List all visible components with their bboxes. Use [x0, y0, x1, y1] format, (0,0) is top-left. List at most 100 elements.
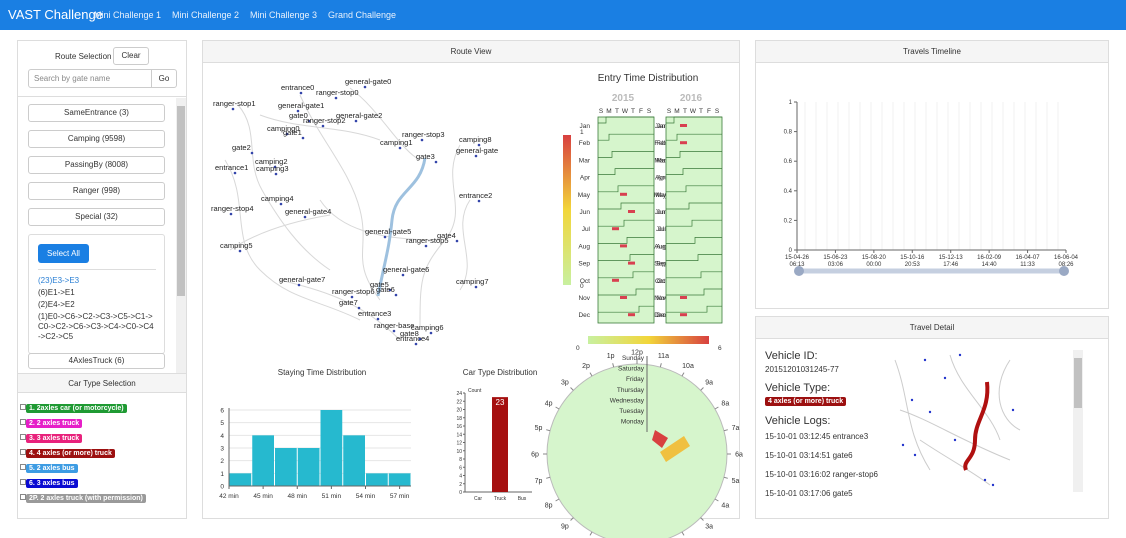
log-entry: 15-10-01 03:14:51 gate6: [765, 451, 853, 460]
route-item[interactable]: (6)E1->E1: [38, 288, 75, 297]
month-label: May: [654, 192, 667, 199]
node-label: gate4: [437, 231, 456, 240]
map-node: [434, 160, 438, 164]
node-label: ranger-base: [374, 321, 414, 330]
x-tick-label: 42 min: [219, 493, 239, 500]
route-item[interactable]: (2)E4->E2: [38, 300, 75, 309]
y-tick-label: 10: [456, 449, 462, 455]
hour-label: 6p: [531, 452, 539, 459]
month-label: Jun: [580, 209, 591, 216]
month-boundary: [598, 271, 654, 279]
month-label: Apr: [655, 175, 666, 182]
search-placeholder: Search by gate name: [34, 74, 111, 83]
select-all-button[interactable]: Select All: [38, 244, 89, 263]
car-type-badge[interactable]: 2P. 2 axles truck (with permission): [26, 494, 146, 503]
checkbox[interactable]: [20, 479, 26, 485]
route-item[interactable]: (1)E0->C6->C2->C3->C5->C1->C0->C2->C6->C…: [38, 312, 154, 341]
month-boundary: [666, 133, 722, 141]
y-tick-label: 0: [459, 490, 462, 496]
nav-menu[interactable]: Grand Challenge: [328, 10, 397, 20]
brand[interactable]: VAST Challenge: [8, 7, 103, 22]
x-tick-label: 48 min: [287, 493, 307, 500]
nav-menu[interactable]: Mini Challenge 1: [94, 10, 162, 20]
car-type-badge[interactable]: 4. 4 axles (or more) truck: [26, 449, 115, 458]
entry-cell: [628, 313, 635, 317]
group-button[interactable]: 4AxlesTruck (6): [28, 353, 165, 369]
month-label: Dec: [654, 312, 666, 319]
hour-label: 8p: [545, 503, 553, 510]
go-button[interactable]: Go: [151, 69, 177, 88]
slider-handle[interactable]: [794, 266, 804, 276]
road: [349, 87, 421, 161]
car-type-badge[interactable]: 2. 2 axles truck: [26, 419, 83, 428]
car-type-badge[interactable]: 5. 2 axles bus: [26, 464, 78, 473]
node-label: general-gate7: [279, 275, 325, 284]
nav-menu[interactable]: Mini Challenge 2: [172, 10, 240, 20]
x-tick-label: 57 min: [390, 493, 410, 500]
checkbox[interactable]: [20, 419, 26, 425]
entry-cell: [680, 141, 687, 145]
nav-menu[interactable]: Mini Challenge 3: [250, 10, 318, 20]
hour-label: 4a: [721, 503, 729, 510]
histogram-bar: [388, 473, 411, 486]
node-label: gate5: [370, 280, 389, 289]
month-label: Feb: [656, 140, 668, 147]
month-boundary: [598, 133, 654, 141]
weekday-label: F: [707, 108, 711, 115]
road: [949, 354, 1001, 441]
checkbox[interactable]: [20, 494, 26, 500]
weekday-label: F: [639, 108, 643, 115]
y-tick-label: 6: [459, 465, 462, 471]
checkbox[interactable]: [20, 404, 26, 410]
group-button[interactable]: PassingBy (8008): [28, 156, 165, 174]
group-button[interactable]: Camping (9598): [28, 130, 165, 148]
slider-handle[interactable]: [1059, 266, 1069, 276]
hour-label: 4p: [545, 401, 553, 408]
scrollbar[interactable]: [176, 98, 186, 373]
x-tick-date: 15-12-13: [939, 255, 964, 261]
month-boundary: [666, 254, 722, 261]
car-type-badge[interactable]: 3. 3 axles truck: [26, 434, 83, 443]
detail-header: Travel Detail: [756, 317, 1108, 339]
month-boundary: [666, 237, 722, 244]
map-node: [923, 358, 927, 362]
map-node: [983, 478, 987, 482]
scroll-thumb[interactable]: [1074, 358, 1082, 408]
car-type-badge[interactable]: 6. 3 axles bus: [26, 479, 78, 488]
hour-label: 11a: [658, 353, 669, 360]
scroll-thumb[interactable]: [177, 106, 185, 296]
month-boundary: [666, 288, 722, 296]
month-label: Dec: [656, 312, 668, 319]
group-button[interactable]: Special (32): [28, 208, 165, 226]
month-label: Oct: [657, 278, 667, 285]
scrollbar[interactable]: [1073, 350, 1083, 492]
y-tick-label: 20: [456, 408, 462, 414]
route-list-box: Select All (23)E3->E3 (6)E1->E1 (2)E4->E2 (…: [28, 234, 165, 354]
color-legend: [588, 336, 709, 344]
route-item[interactable]: (23)E3->E3: [38, 276, 80, 285]
vehicle-id-label: Vehicle ID:: [765, 350, 818, 362]
weekday-label: T: [699, 108, 703, 115]
month-label: Apr: [657, 175, 668, 182]
month-label: Sep: [578, 261, 590, 268]
group-button[interactable]: Ranger (998): [28, 182, 165, 200]
radial-cell: [652, 430, 668, 448]
month-boundary: [598, 202, 654, 210]
hour-tick: [700, 387, 704, 391]
month-boundary: [666, 151, 722, 158]
checkbox[interactable]: [20, 434, 26, 440]
entry-cell: [680, 296, 687, 299]
checkbox[interactable]: [20, 464, 26, 470]
node-label: general-gate1: [278, 101, 324, 110]
weekday-label: S: [667, 108, 672, 115]
x-tick-time: 17:46: [943, 262, 959, 268]
car-type-badge[interactable]: 1. 2axles car (or motorcycle): [26, 404, 127, 413]
hour-label: 7p: [535, 478, 543, 485]
clear-button[interactable]: Clear: [113, 47, 149, 65]
checkbox[interactable]: [20, 449, 26, 455]
group-button[interactable]: SameEntrance (3): [28, 104, 165, 122]
y-tick-label: 0.2: [784, 218, 793, 224]
legend-max: 6: [718, 345, 722, 352]
y-tick-label: 0: [789, 248, 793, 254]
